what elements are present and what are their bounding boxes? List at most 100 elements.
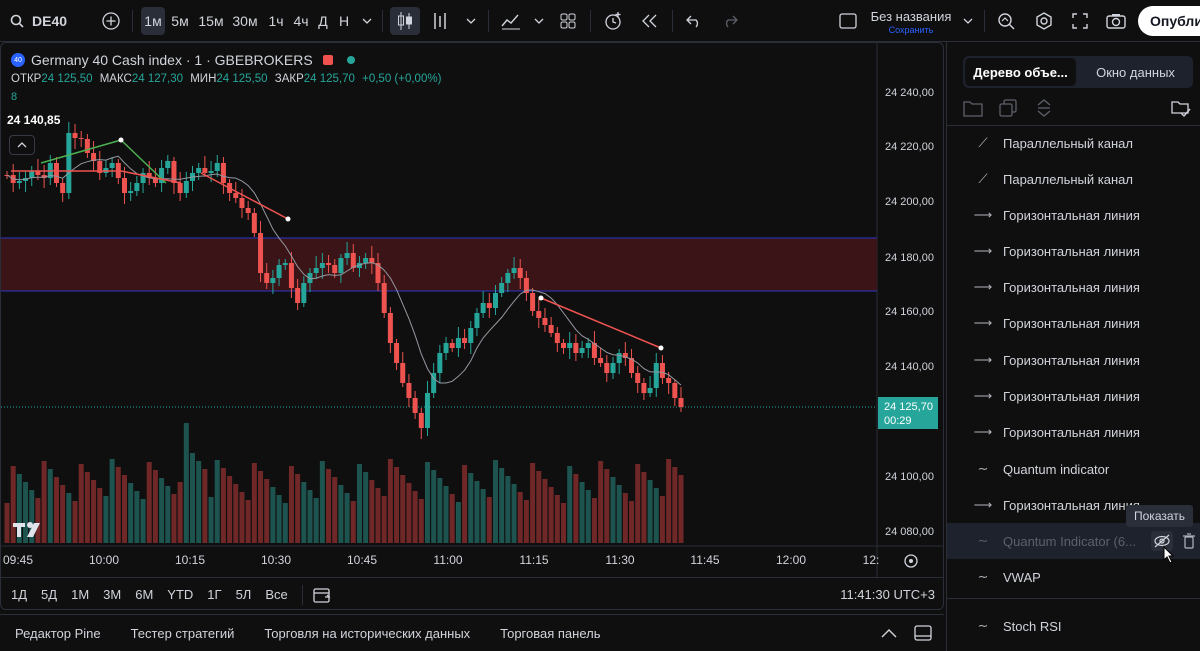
tab-pine-editor[interactable]: Редактор Pine — [15, 625, 101, 641]
intervals-dropdown[interactable] — [358, 7, 376, 35]
object-item-hline-7[interactable]: ⟶ Горизонтальная линия — [947, 414, 1200, 450]
object-item-hline-5[interactable]: ⟶ Горизонтальная линия — [947, 342, 1200, 378]
interval-4h[interactable]: 4ч — [293, 13, 309, 29]
chart-panel[interactable]: 24 240,00 24 220,00 24 200,00 24 180,00 24 1… — [0, 42, 944, 610]
candle-body — [381, 283, 387, 313]
indicator-count[interactable]: 8 — [11, 91, 18, 103]
volume-bar — [523, 500, 529, 543]
range-1d[interactable]: 1Д — [11, 587, 28, 602]
folder-add-icon[interactable] — [963, 99, 983, 117]
candle-body — [356, 263, 362, 268]
range-6m[interactable]: 6М — [135, 587, 154, 602]
symbol-search[interactable]: DE40 — [4, 7, 76, 35]
volume-bar — [140, 499, 146, 543]
fullscreen-button[interactable] — [1066, 7, 1094, 35]
date-range-icon[interactable] — [313, 586, 333, 604]
chart-canvas[interactable]: 24 240,00 24 220,00 24 200,00 24 180,00 24 1… — [1, 43, 944, 577]
volume-bar — [332, 477, 338, 543]
candle-body — [598, 358, 604, 363]
range-ytd[interactable]: YTD — [167, 587, 194, 602]
chart-title[interactable]: Germany 40 Cash index · 1 · GBEBROKERS — [31, 52, 313, 68]
chart-type-candles-button[interactable] — [390, 7, 420, 35]
interval-day[interactable]: Д — [318, 13, 328, 29]
redo-button[interactable] — [716, 7, 744, 35]
replay-button[interactable] — [636, 7, 664, 35]
object-item-channel-1[interactable]: ⟋ Параллельный канал — [947, 125, 1200, 161]
candle-body — [511, 268, 517, 273]
layout-save-status: Сохранить — [888, 24, 934, 35]
object-item-channel-2[interactable]: ⟋ Параллельный канал — [947, 161, 1200, 197]
tab-data-window[interactable]: Окно данных — [1096, 64, 1175, 80]
open-label: ОТКР — [11, 73, 42, 85]
interval-30m[interactable]: 30м — [232, 13, 258, 29]
object-item-vwap[interactable]: ∼ VWAP — [947, 559, 1200, 595]
layers-sort-icon[interactable] — [1035, 98, 1053, 118]
volume-bar — [418, 499, 424, 543]
eye-hidden-icon[interactable] — [1151, 531, 1173, 551]
layout-dropdown[interactable] — [960, 7, 976, 35]
layouts-button[interactable] — [554, 7, 582, 35]
compare-add-button[interactable] — [96, 7, 126, 35]
alarm-clock-icon — [605, 12, 621, 30]
copy-icon[interactable] — [999, 99, 1017, 117]
range-3m[interactable]: 3М — [103, 587, 122, 602]
object-item-hline-8[interactable]: ⟶ Горизонтальная линия — [947, 487, 1200, 523]
clock-timezone[interactable]: 11:41:30 UTC+3 — [840, 587, 935, 602]
range-all[interactable]: Все — [265, 587, 288, 602]
object-item-quantum[interactable]: ∼ Quantum indicator — [947, 451, 1200, 487]
indicators-button[interactable] — [426, 7, 454, 35]
folder-check-icon[interactable] — [1171, 98, 1191, 118]
object-item-hline-4[interactable]: ⟶ Горизонтальная линия — [947, 305, 1200, 341]
candle-body — [387, 313, 393, 343]
indicator-dropdown[interactable] — [530, 7, 548, 35]
object-label: Горизонтальная линия — [1003, 207, 1140, 223]
interval-1m[interactable]: 1м — [141, 7, 165, 35]
object-item-hline-1[interactable]: ⟶ Горизонтальная линия — [947, 197, 1200, 233]
settings-button[interactable] — [1030, 7, 1058, 35]
indicator-templates-button[interactable] — [496, 7, 526, 35]
object-item-hline-6[interactable]: ⟶ Горизонтальная линия — [947, 378, 1200, 414]
interval-15m[interactable]: 15м — [198, 13, 224, 29]
volume-bar — [400, 475, 406, 543]
layout-name-button[interactable]: Без названия Сохранить — [866, 7, 956, 37]
interval-1h[interactable]: 1ч — [268, 13, 284, 29]
volume-bar — [561, 503, 567, 543]
alert-button[interactable] — [598, 7, 628, 35]
tab-object-tree[interactable]: Дерево объе... — [965, 58, 1076, 86]
volume-bar — [16, 474, 22, 543]
collapse-legend-button[interactable] — [9, 135, 35, 155]
undo-button[interactable] — [680, 7, 708, 35]
change-value: +0,50 (+0,00%) — [362, 73, 442, 85]
volume-bar — [10, 466, 16, 543]
volume-bar — [338, 485, 344, 543]
quick-search-button[interactable] — [992, 7, 1020, 35]
maximize-panel-icon[interactable] — [914, 625, 932, 641]
candle-body — [536, 311, 542, 318]
volume-bar — [492, 460, 498, 543]
interval-week[interactable]: Н — [338, 13, 350, 29]
time-tick: 10:45 — [347, 553, 377, 567]
object-item-hline-3[interactable]: ⟶ Горизонтальная линия — [947, 269, 1200, 305]
tab-strategy-tester[interactable]: Тестер стратегий — [130, 625, 235, 641]
tab-trading-panel[interactable]: Торговая панель — [500, 625, 601, 641]
range-5d[interactable]: 5Д — [41, 587, 58, 602]
layout-checkbox[interactable] — [836, 7, 860, 35]
tradingview-logo-icon[interactable] — [13, 521, 45, 539]
interval-5m[interactable]: 5м — [171, 13, 189, 29]
object-item-stochrsi[interactable]: ∼ Stoch RSI — [947, 608, 1200, 644]
range-1m[interactable]: 1М — [71, 587, 90, 602]
range-1y[interactable]: 1Г — [207, 587, 222, 602]
range-5y[interactable]: 5Л — [235, 587, 252, 602]
price-tick: 24 160,00 — [885, 306, 934, 318]
chart-type-dropdown[interactable] — [462, 7, 480, 35]
snapshot-button[interactable] — [1102, 7, 1130, 35]
candle-body — [134, 183, 140, 191]
object-item-quantum-hidden[interactable]: ∼ Quantum Indicator (6... — [947, 523, 1200, 559]
publish-button[interactable]: Опублик — [1138, 6, 1200, 36]
chevron-up-icon[interactable] — [880, 627, 898, 639]
object-item-hline-2[interactable]: ⟶ Горизонтальная линия — [947, 233, 1200, 269]
fullscreen-icon — [1072, 13, 1088, 29]
tab-replay-trading[interactable]: Торговля на исторических данных — [264, 625, 471, 641]
trash-icon[interactable] — [1183, 533, 1195, 549]
volume-bar — [672, 467, 678, 543]
